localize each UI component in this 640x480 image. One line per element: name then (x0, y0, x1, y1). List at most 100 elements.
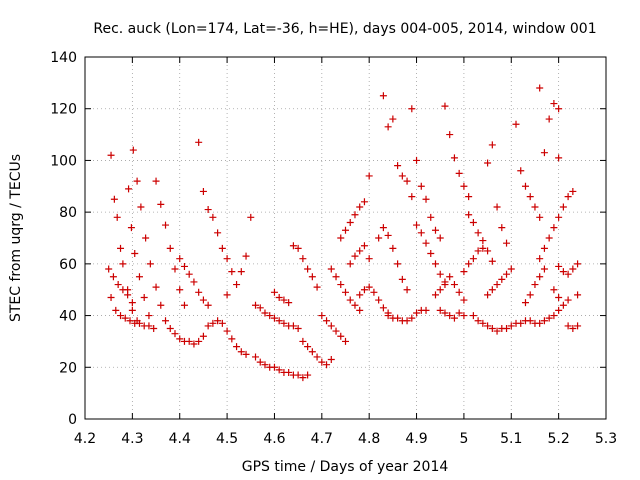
data-point (474, 229, 482, 237)
data-point (559, 268, 567, 276)
data-point (574, 291, 582, 299)
data-point (119, 260, 127, 268)
data-point (536, 213, 544, 221)
data-point (256, 358, 264, 366)
data-point (574, 260, 582, 268)
data-point (484, 291, 492, 299)
data-point (109, 273, 117, 281)
data-point (379, 224, 387, 232)
data-point (146, 260, 154, 268)
data-point (460, 312, 468, 320)
data-point (503, 325, 511, 332)
data-point (474, 247, 482, 255)
data-point (195, 138, 203, 146)
data-point (346, 296, 354, 304)
data-point (270, 288, 278, 296)
data-point (555, 306, 563, 314)
data-point (252, 301, 260, 309)
data-point (550, 312, 558, 320)
data-point (493, 203, 501, 211)
data-point (128, 306, 136, 314)
data-point (394, 162, 402, 170)
data-point (517, 167, 525, 175)
data-point (536, 273, 544, 281)
data-point (304, 265, 312, 273)
data-point (365, 255, 373, 263)
data-point (469, 255, 477, 263)
data-point (465, 211, 473, 219)
data-point (152, 283, 160, 291)
data-point (455, 288, 463, 296)
data-point (521, 299, 529, 307)
data-point (294, 244, 302, 252)
data-point (228, 335, 236, 343)
data-point (408, 314, 416, 322)
data-point (422, 239, 430, 247)
data-point (327, 265, 335, 273)
data-point (195, 337, 203, 345)
grid-lines (85, 57, 606, 419)
x-tick-label: 5.3 (595, 431, 617, 447)
y-tick-label: 60 (59, 257, 77, 273)
data-point (299, 255, 307, 263)
data-point (275, 317, 283, 325)
data-point (318, 358, 326, 366)
data-point (346, 260, 354, 268)
data-point (332, 273, 340, 281)
y-tick-label: 20 (59, 360, 77, 376)
data-point (223, 255, 231, 263)
data-point (564, 296, 572, 304)
y-tick-label: 80 (59, 205, 77, 221)
data-point (166, 325, 174, 332)
data-point (436, 270, 444, 278)
data-point (493, 281, 501, 289)
x-axis-label: GPS time / Days of year 2014 (242, 459, 449, 475)
data-point (422, 195, 430, 203)
data-point (507, 322, 515, 330)
data-point (550, 224, 558, 232)
data-point (441, 278, 449, 286)
data-point (218, 244, 226, 252)
data-point (370, 288, 378, 296)
data-point (204, 322, 212, 330)
plot-frame (84, 56, 607, 420)
data-point (569, 325, 577, 332)
data-point (564, 270, 572, 278)
data-point (540, 265, 548, 273)
data-point (498, 275, 506, 283)
data-point (135, 273, 143, 281)
data-point (127, 224, 135, 232)
data-point (413, 221, 421, 229)
data-point (403, 286, 411, 294)
data-point (166, 244, 174, 252)
data-point (223, 291, 231, 299)
data-point (436, 306, 444, 314)
y-axis-ticks: 0 20 40 60 80 100 120 140 (50, 50, 606, 428)
data-point (304, 343, 312, 351)
data-point (199, 296, 207, 304)
data-point (503, 270, 511, 278)
data-point (242, 252, 250, 260)
data-point (289, 242, 297, 250)
data-point (474, 317, 482, 325)
data-point (550, 286, 558, 294)
data-point (107, 151, 115, 159)
data-point (450, 281, 458, 289)
data-point (223, 327, 231, 335)
data-point (460, 296, 468, 304)
data-point (436, 234, 444, 242)
data-point (242, 350, 250, 358)
data-point (446, 131, 454, 139)
data-point (384, 231, 392, 239)
data-point (460, 182, 468, 190)
data-point (190, 340, 198, 348)
data-point (256, 304, 264, 312)
data-point (488, 325, 496, 332)
data-point (536, 319, 544, 327)
data-point (128, 299, 136, 307)
data-point (351, 252, 359, 260)
data-point (209, 213, 217, 221)
data-point (275, 293, 283, 301)
y-tick-label: 0 (68, 412, 77, 428)
